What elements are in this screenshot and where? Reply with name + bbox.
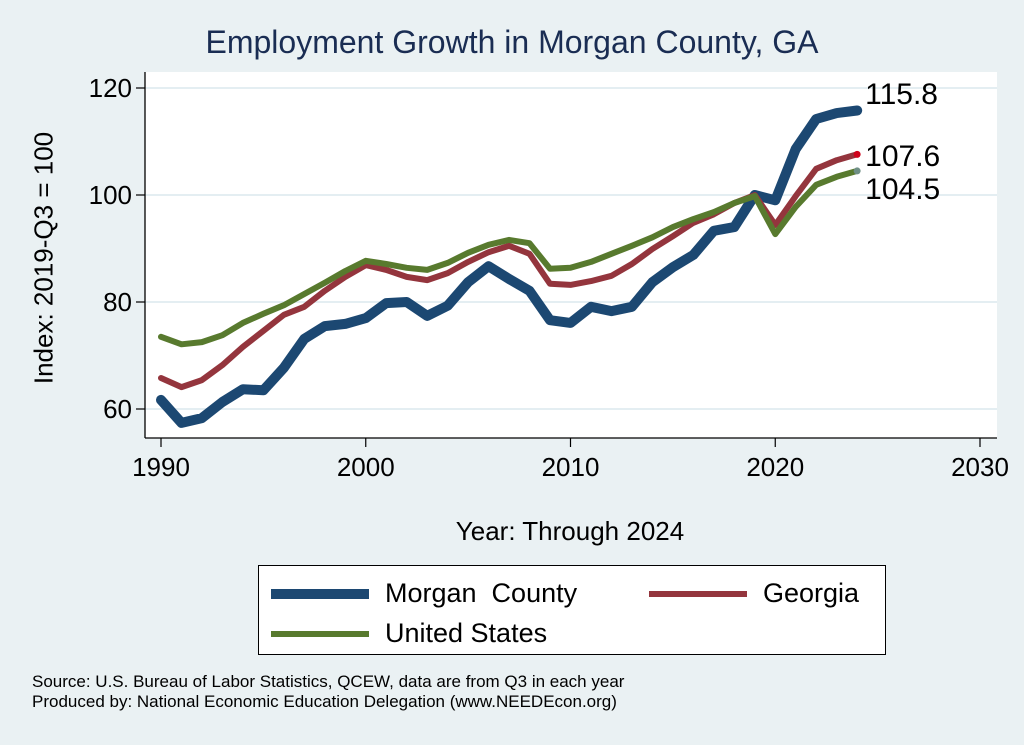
line-united-states — [158, 167, 861, 348]
source-note: Source: U.S. Bureau of Labor Statistics,… — [32, 672, 625, 691]
legend-item-georgia: Georgia — [649, 578, 859, 609]
y-axis-label: Index: 2019-Q3 = 100 — [28, 131, 59, 385]
y-tick-label: 60 — [103, 394, 132, 424]
x-tick-label: 2010 — [541, 452, 600, 482]
series-lines — [156, 105, 863, 428]
end-label-morgan-county: 115.8 — [865, 78, 938, 112]
y-tick-label: 80 — [103, 287, 132, 317]
legend-swatch — [271, 588, 369, 599]
x-tick-label: 2030 — [951, 452, 1009, 482]
end-label-united-states: 104.5 — [865, 172, 941, 206]
end-label-georgia: 107.6 — [865, 140, 941, 174]
legend-label: Georgia — [763, 578, 860, 608]
legend-label: Morgan County — [385, 578, 578, 608]
produced-by-note: Produced by: National Economic Education… — [32, 692, 617, 711]
y-tick-label: 120 — [88, 73, 132, 103]
end-point-marker — [853, 167, 861, 175]
x-tick-label: 2020 — [746, 452, 805, 482]
legend-swatch — [271, 630, 369, 637]
x-tick-label: 1990 — [132, 452, 190, 482]
chart-title: Employment Growth in Morgan County, GA — [205, 24, 819, 60]
legend: Morgan County Georgia United States — [258, 565, 886, 655]
plot-area — [145, 72, 997, 438]
legend-item-united-states: United States — [271, 618, 547, 649]
legend-label: United States — [385, 618, 548, 648]
y-tick-label: 100 — [88, 180, 132, 210]
legend-swatch — [649, 590, 747, 597]
legend-item-morgan-county: Morgan County — [271, 578, 577, 609]
axes — [136, 72, 997, 447]
x-axis-label: Year: Through 2024 — [455, 516, 685, 546]
end-point-marker — [853, 150, 861, 158]
line-morgan-county — [156, 105, 863, 428]
x-tick-label: 2000 — [336, 452, 395, 482]
